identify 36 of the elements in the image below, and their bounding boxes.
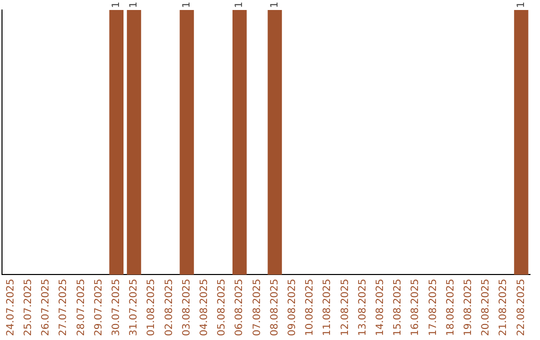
x-tick-label: 26.07.2025 <box>40 278 52 336</box>
x-tick-label: 30.07.2025 <box>110 278 122 336</box>
x-tick-label: 24.07.2025 <box>5 278 16 336</box>
x-tick-label: 06.08.2025 <box>234 278 246 336</box>
x-tick-label: 22.08.2025 <box>516 278 527 336</box>
data-label: 1 <box>516 2 527 8</box>
x-tick-label: 10.08.2025 <box>304 278 316 336</box>
x-tick-label: 21.08.2025 <box>498 278 510 336</box>
x-tick-label: 14.08.2025 <box>374 278 386 336</box>
data-label: 1 <box>110 2 122 8</box>
x-tick-label: 16.08.2025 <box>410 278 422 336</box>
x-tick-label: 05.08.2025 <box>216 278 228 336</box>
x-tick-label: 09.08.2025 <box>286 278 298 336</box>
x-tick-label: 27.07.2025 <box>58 278 70 336</box>
x-tick-label: 04.08.2025 <box>198 278 210 336</box>
x-tick-label: 17.08.2025 <box>428 278 439 336</box>
data-label: 1 <box>234 2 246 8</box>
x-tick-label: 08.08.2025 <box>269 278 280 336</box>
x-tick-label: 15.08.2025 <box>392 278 404 336</box>
x-tick-label: 13.08.2025 <box>357 278 368 336</box>
x-tick-label: 18.08.2025 <box>445 278 456 336</box>
data-label: 1 <box>128 2 140 8</box>
data-label: 1 <box>181 2 192 8</box>
x-tick-label: 11.08.2025 <box>322 278 334 336</box>
x-tick-label: 07.08.2025 <box>252 278 263 336</box>
x-tick-label: 19.08.2025 <box>462 278 474 336</box>
x-tick-label: 01.08.2025 <box>146 278 158 336</box>
data-label: 1 <box>269 2 280 8</box>
x-tick-label: 02.08.2025 <box>164 278 175 336</box>
x-tick-label: 20.08.2025 <box>480 278 492 336</box>
x-tick-label: 12.08.2025 <box>340 278 351 336</box>
x-tick-label: 29.07.2025 <box>93 278 104 336</box>
x-tick-label: 03.08.2025 <box>181 278 192 336</box>
x-tick-label: 25.07.2025 <box>22 278 34 336</box>
x-tick-label: 28.07.2025 <box>76 278 87 336</box>
x-tick-label: 31.07.2025 <box>128 278 140 336</box>
